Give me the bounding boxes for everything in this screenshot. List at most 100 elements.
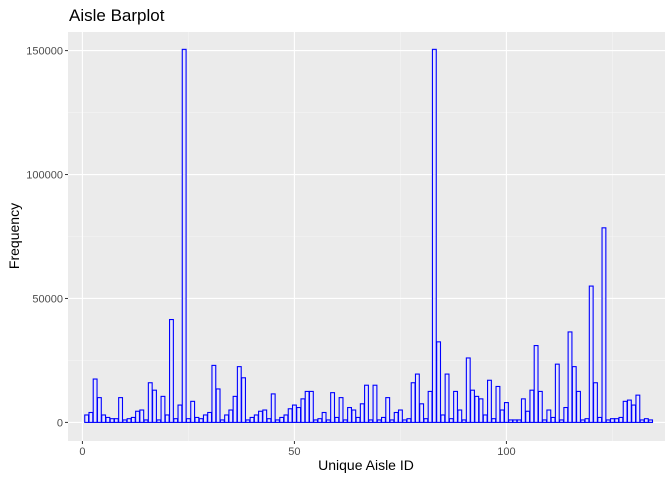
bar <box>122 419 128 423</box>
bar <box>461 419 467 423</box>
y-tick-label: 0 <box>57 417 63 429</box>
bar <box>330 392 336 423</box>
bar <box>355 416 361 423</box>
bar <box>593 382 598 423</box>
bar <box>381 416 386 423</box>
bar <box>393 411 399 423</box>
bar <box>160 395 166 423</box>
bar <box>88 411 94 423</box>
bar <box>266 418 272 423</box>
bar <box>397 409 403 423</box>
bar <box>419 403 425 423</box>
bar <box>491 418 497 423</box>
bar <box>219 419 225 423</box>
bar <box>431 48 437 423</box>
x-tick-label: 50 <box>288 446 300 458</box>
bar <box>185 418 191 423</box>
bar <box>342 419 348 423</box>
bar <box>296 406 302 423</box>
bar <box>177 404 183 423</box>
bar <box>207 411 213 423</box>
bar <box>622 400 628 423</box>
bar <box>118 397 124 423</box>
bar <box>529 389 535 423</box>
bar <box>414 373 420 423</box>
bar <box>304 390 310 423</box>
bar <box>571 366 577 423</box>
bar <box>601 227 607 423</box>
bar <box>364 384 369 423</box>
bar <box>648 419 654 423</box>
bar <box>139 409 145 423</box>
bar <box>474 395 480 423</box>
bar <box>448 418 454 423</box>
bar <box>236 366 242 423</box>
bar <box>126 418 132 423</box>
bar <box>537 390 543 423</box>
bar <box>321 411 327 423</box>
bar <box>291 404 297 423</box>
bar <box>351 409 357 423</box>
y-tick-label: 150000 <box>26 46 63 58</box>
bar <box>453 390 458 423</box>
bar <box>478 398 484 423</box>
bar <box>347 406 352 423</box>
bar <box>101 414 107 423</box>
bar <box>533 345 539 423</box>
bar <box>482 414 488 423</box>
x-axis: 0 50 100 <box>79 441 516 458</box>
bar <box>385 397 391 423</box>
bar <box>554 363 560 423</box>
bar <box>164 414 170 423</box>
bar <box>249 416 255 423</box>
bar <box>96 397 102 423</box>
bar <box>313 419 319 423</box>
bar <box>372 384 378 423</box>
x-tick-label: 0 <box>79 446 85 458</box>
bar <box>635 394 641 423</box>
bar <box>245 419 251 423</box>
bar <box>258 410 263 423</box>
bar <box>580 419 586 423</box>
bar <box>105 416 111 423</box>
bar <box>402 419 408 423</box>
bar <box>588 285 594 423</box>
bar <box>406 418 412 423</box>
bar <box>270 393 276 423</box>
bar <box>609 418 615 423</box>
bar <box>338 397 344 423</box>
bar <box>147 382 153 423</box>
bar <box>643 418 649 423</box>
bars <box>84 48 654 423</box>
bar <box>389 419 395 423</box>
bar <box>152 389 157 423</box>
bar <box>325 419 331 423</box>
bar <box>156 419 162 423</box>
bar <box>550 416 556 423</box>
bar <box>368 419 374 423</box>
bar <box>224 414 230 423</box>
bar <box>168 318 174 423</box>
bar <box>410 382 416 423</box>
bar <box>423 418 429 423</box>
bar <box>334 416 340 423</box>
bar <box>253 414 259 423</box>
bar <box>597 416 603 423</box>
bar <box>503 402 509 423</box>
bar <box>359 403 365 423</box>
bar <box>618 416 624 423</box>
bar <box>113 418 119 423</box>
bar <box>376 419 382 423</box>
bar <box>495 385 501 423</box>
bar <box>499 409 505 423</box>
bar <box>542 419 548 423</box>
bar <box>84 414 90 423</box>
bar <box>512 419 518 423</box>
bar <box>614 418 620 423</box>
bar <box>487 379 492 423</box>
bar <box>143 419 149 423</box>
y-axis-title: Frequency <box>6 203 22 269</box>
y-tick-label: 50000 <box>32 293 63 305</box>
bar <box>190 400 196 423</box>
